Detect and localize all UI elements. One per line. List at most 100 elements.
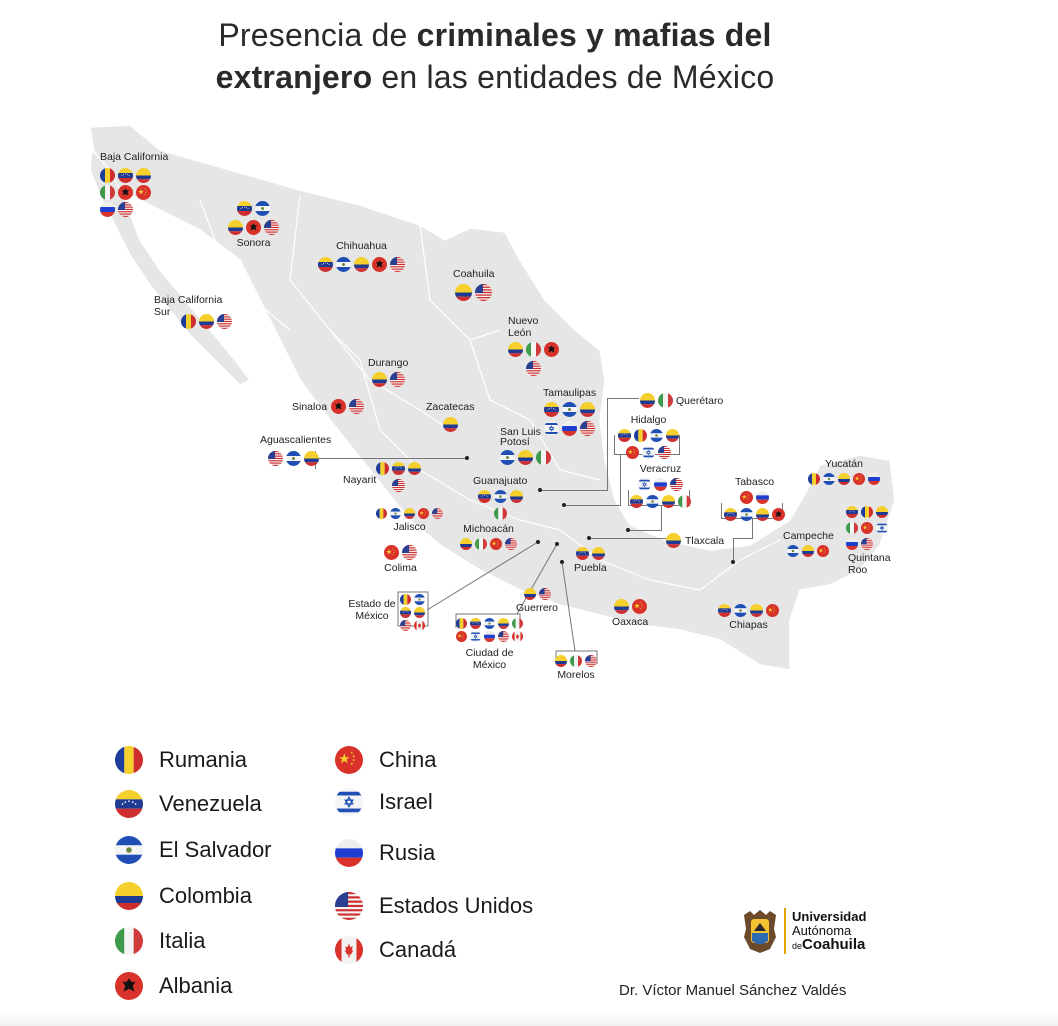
state-sonora[interactable]: Sonora bbox=[228, 199, 279, 249]
flag-rumania-icon bbox=[376, 508, 387, 519]
flag-colombia-icon bbox=[228, 220, 243, 235]
state-chihuahua[interactable]: Chihuahua bbox=[318, 240, 405, 274]
flag-albania-icon bbox=[118, 185, 133, 200]
state-sinaloa[interactable]: Sinaloa bbox=[292, 397, 364, 416]
flag-rusia-icon bbox=[484, 631, 495, 642]
flag-colombia-icon bbox=[666, 429, 679, 442]
flag-colombia-icon bbox=[662, 495, 675, 508]
flag-rusia-icon bbox=[562, 421, 577, 436]
state-label: Nayarit bbox=[343, 474, 377, 486]
state-aguascalientes[interactable]: Aguascalientes bbox=[260, 434, 331, 468]
state-coahuila[interactable]: Coahuila bbox=[453, 268, 494, 303]
connector-veracruz bbox=[661, 506, 662, 530]
state-durango[interactable]: Durango bbox=[368, 357, 408, 389]
logo-line1: Universidad bbox=[792, 908, 867, 924]
state-jalisco[interactable]: Jalisco bbox=[376, 506, 443, 533]
state-estado-de-mexico[interactable]: Estado de México bbox=[344, 598, 400, 622]
state-quintana-roo[interactable]: Quintana Roo bbox=[846, 504, 898, 576]
flag-estados-unidos-icon bbox=[335, 892, 363, 920]
flag-israel-icon bbox=[470, 631, 481, 642]
flag-estados-unidos-icon bbox=[268, 451, 283, 466]
flag-venezuela-icon bbox=[118, 168, 133, 183]
flag-el-salvador-icon bbox=[650, 429, 663, 442]
state-nayarit-flags[interactable] bbox=[376, 460, 421, 494]
flag-colombia-icon bbox=[408, 462, 421, 475]
state-guanajuato[interactable]: Guanajuato bbox=[473, 475, 527, 522]
state-tabasco[interactable]: Tabasco bbox=[724, 476, 785, 523]
flag-china-icon bbox=[418, 508, 429, 519]
connector-tabasco-h bbox=[733, 538, 753, 539]
flag-el-salvador-icon bbox=[286, 451, 301, 466]
connector-tabasco bbox=[752, 519, 753, 538]
flag-colombia-icon bbox=[876, 506, 888, 518]
state-label: Chiapas bbox=[729, 619, 768, 631]
footer-shade bbox=[0, 1010, 1058, 1026]
state-morelos[interactable]: Morelos bbox=[555, 653, 597, 681]
flag-venezuela-icon bbox=[470, 618, 481, 629]
legend-item-albania: Albania bbox=[115, 972, 232, 1000]
state-label: Baja California bbox=[100, 151, 169, 163]
flag-israel-icon bbox=[642, 446, 655, 459]
state-tlaxcala[interactable]: Tlaxcala bbox=[666, 531, 724, 550]
state-yucatan[interactable]: Yucatán bbox=[808, 458, 880, 487]
state-hidalgo[interactable]: Hidalgo bbox=[618, 414, 679, 461]
flag-italia-icon bbox=[100, 185, 115, 200]
legend-label: Colombia bbox=[159, 883, 252, 908]
state-label: Baja California Sur bbox=[154, 294, 223, 318]
state-chiapas[interactable]: Chiapas bbox=[718, 602, 779, 631]
state-nuevo-leon[interactable]: Nuevo León bbox=[508, 315, 559, 378]
connector-queretaro-top bbox=[607, 398, 639, 399]
state-veracruz[interactable]: Veracruz bbox=[630, 463, 691, 510]
legend-label: El Salvador bbox=[159, 837, 272, 862]
state-queretaro[interactable]: Querétaro bbox=[640, 391, 723, 410]
flag-china-icon bbox=[766, 604, 779, 617]
flag-el-salvador-icon bbox=[787, 545, 799, 557]
state-ciudad-de-mexico[interactable]: Ciudad de México bbox=[456, 617, 523, 671]
flag-el-salvador-icon bbox=[734, 604, 747, 617]
state-estado-de-mexico-flags[interactable] bbox=[400, 593, 425, 632]
state-san-luis-potosi[interactable]: San Luis Potosí bbox=[500, 427, 551, 467]
state-campeche[interactable]: Campeche bbox=[783, 530, 834, 559]
legend-label: Israel bbox=[379, 789, 433, 814]
flag-el-salvador-icon bbox=[484, 618, 495, 629]
state-label: Zacatecas bbox=[426, 401, 475, 413]
flag-china-icon bbox=[626, 446, 639, 459]
legend-item-italia: Italia bbox=[115, 927, 205, 955]
flag-estados-unidos-icon bbox=[390, 372, 405, 387]
state-nayarit[interactable]: Nayarit bbox=[343, 474, 376, 486]
state-colima[interactable]: Colima bbox=[384, 543, 417, 574]
flag-china-icon bbox=[740, 491, 753, 504]
university-logo: Universidad Autónoma deCoahuila bbox=[742, 908, 866, 954]
state-baja-california-sur[interactable]: Baja California Sur bbox=[154, 294, 234, 318]
state-tamaulipas[interactable]: Tamaulipas bbox=[543, 387, 596, 438]
flag-el-salvador-icon bbox=[646, 495, 659, 508]
flag-el-salvador-icon bbox=[255, 201, 270, 216]
flag-venezuela-icon bbox=[237, 201, 252, 216]
state-oaxaca[interactable]: Oaxaca bbox=[612, 597, 648, 628]
flag-italia-icon bbox=[536, 450, 551, 465]
flag-albania-icon bbox=[372, 257, 387, 272]
title-line1-bold: criminales y mafias del bbox=[416, 17, 772, 53]
flag-colombia-icon bbox=[592, 547, 605, 560]
state-label: Nuevo León bbox=[508, 315, 539, 339]
flag-estados-unidos-icon bbox=[580, 421, 595, 436]
state-baja-california[interactable]: Baja California bbox=[100, 151, 168, 219]
state-michoacan[interactable]: Michoacán bbox=[460, 523, 517, 552]
state-guerrero[interactable]: Guerrero bbox=[516, 586, 558, 614]
flag-albania-icon bbox=[772, 508, 785, 521]
flag-estados-unidos-icon bbox=[498, 631, 509, 642]
flag-china-icon bbox=[136, 185, 151, 200]
flag-colombia-icon bbox=[524, 588, 536, 600]
flag-albania-icon bbox=[115, 972, 143, 1000]
flag-rumania-icon bbox=[181, 314, 196, 329]
flag-colombia-icon bbox=[443, 417, 458, 432]
flag-estados-unidos-icon bbox=[526, 361, 541, 376]
state-zacatecas[interactable]: Zacatecas bbox=[426, 401, 474, 434]
flag-canada-icon bbox=[414, 620, 425, 631]
flag-rumania-icon bbox=[376, 462, 389, 475]
state-puebla[interactable]: Puebla bbox=[574, 545, 607, 574]
flag-china-icon bbox=[335, 746, 363, 774]
state-label: Chihuahua bbox=[336, 240, 387, 252]
legend-label: Rumania bbox=[159, 747, 248, 772]
title-line1-regular: Presencia de bbox=[218, 17, 417, 53]
